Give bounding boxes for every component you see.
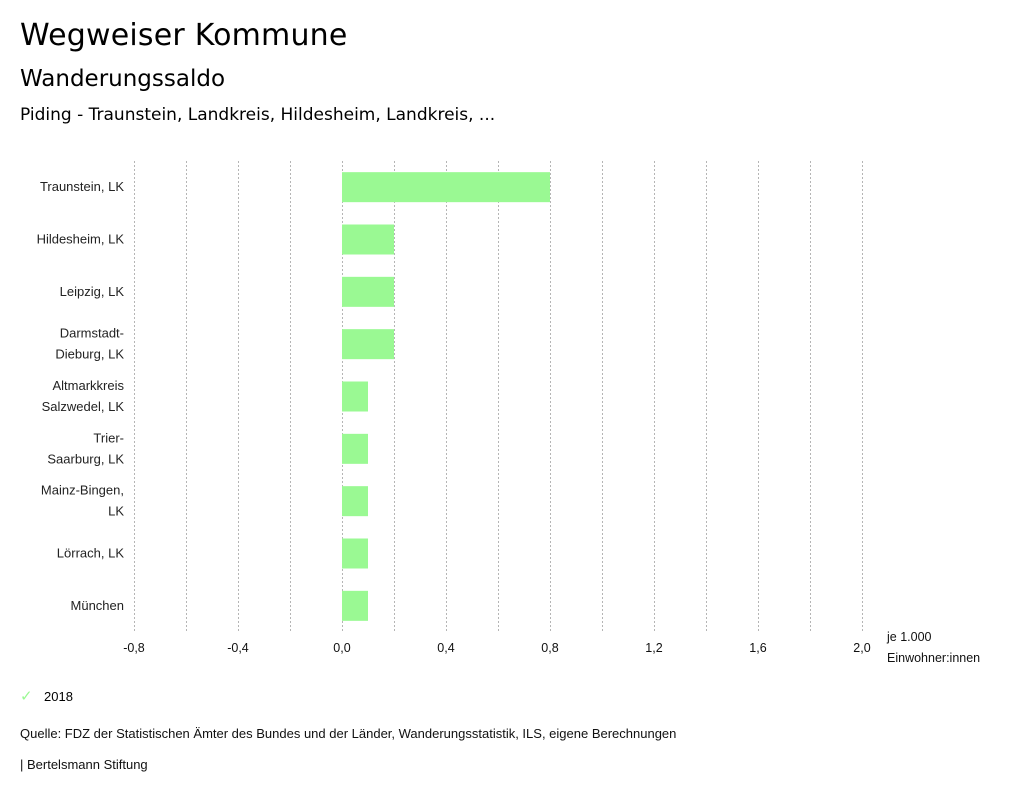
x-tick-label: 0,4: [437, 641, 454, 655]
bar[interactable]: [342, 224, 394, 255]
bar[interactable]: [342, 538, 368, 569]
category-label: Traunstein, LK: [40, 179, 124, 194]
bar[interactable]: [342, 486, 368, 517]
gridlines: [134, 161, 863, 632]
category-label: Trier-: [93, 430, 124, 445]
bar-chart: Traunstein, LK Hildesheim, LK Leipzig, LK D…: [37, 161, 980, 665]
bar[interactable]: [342, 433, 368, 464]
category-label: Leipzig, LK: [60, 284, 125, 299]
legend[interactable]: ✓ 2018: [20, 687, 73, 705]
x-tick-label: 1,6: [749, 641, 766, 655]
chart-subtitle: Wanderungssaldo: [20, 66, 226, 92]
category-label: Hildesheim, LK: [37, 232, 125, 247]
x-axis-label: Einwohner:innen: [887, 651, 980, 665]
bars: [342, 172, 550, 621]
x-tick-label: -0,4: [227, 641, 249, 655]
category-labels: Traunstein, LK Hildesheim, LK Leipzig, LK D…: [37, 179, 125, 613]
x-axis-unit-label: je 1.000 Einwohner:innen: [886, 630, 980, 665]
x-tick-labels: -0,8 -0,4 0,0 0,4 0,8 1,2 1,6 2,0: [123, 641, 871, 655]
x-tick-label: 2,0: [853, 641, 870, 655]
x-tick-label: 0,8: [541, 641, 558, 655]
x-tick-label: 1,2: [645, 641, 662, 655]
x-axis-label: je 1.000: [886, 630, 932, 644]
bar[interactable]: [342, 381, 368, 412]
category-label: Mainz-Bingen,: [41, 483, 124, 498]
bar[interactable]: [342, 276, 394, 307]
category-label: Dieburg, LK: [55, 347, 124, 362]
selection-summary: Piding - Traunstein, Landkreis, Hildeshe…: [20, 105, 496, 125]
bar[interactable]: [342, 172, 550, 203]
category-label: Saarburg, LK: [47, 451, 124, 466]
category-label: LK: [108, 504, 124, 519]
category-label: Darmstadt-: [60, 326, 124, 341]
x-tick-label: -0,8: [123, 641, 145, 655]
credit-note: | Bertelsmann Stiftung: [20, 757, 148, 772]
bar[interactable]: [342, 329, 394, 360]
check-icon[interactable]: ✓: [20, 688, 33, 705]
category-label: Altmarkkreis: [52, 378, 124, 393]
category-label: München: [71, 598, 124, 613]
source-note: Quelle: FDZ der Statistischen Ämter des …: [20, 726, 677, 741]
category-label: Salzwedel, LK: [42, 399, 125, 414]
app-title: Wegweiser Kommune: [20, 18, 348, 53]
x-tick-label: 0,0: [333, 641, 350, 655]
legend-item-2018[interactable]: 2018: [44, 688, 73, 704]
bar[interactable]: [342, 590, 368, 621]
category-label: Lörrach, LK: [57, 546, 125, 561]
